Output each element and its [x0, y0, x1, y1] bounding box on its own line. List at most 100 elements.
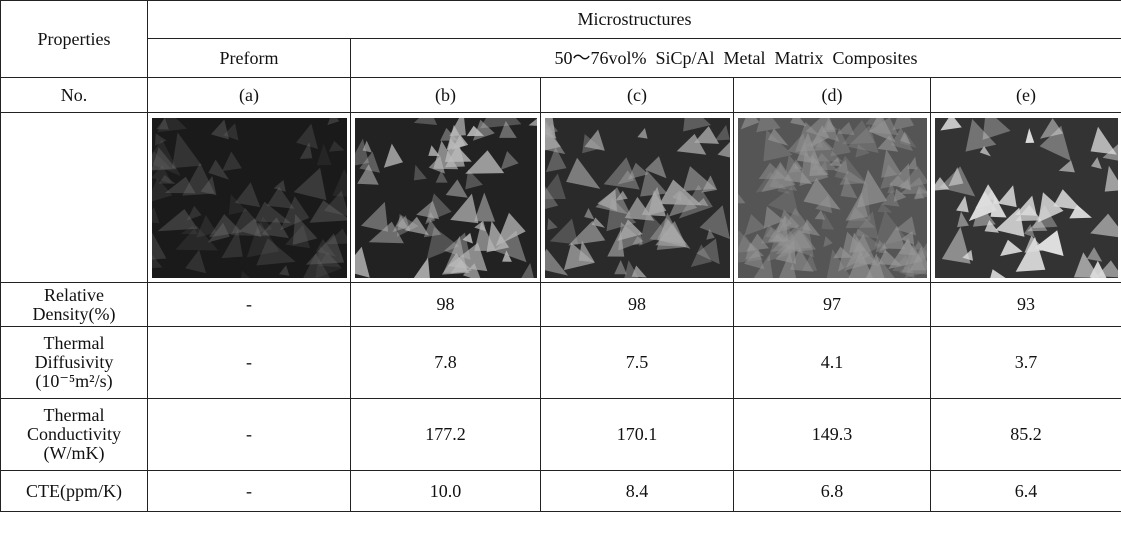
grain — [898, 262, 915, 278]
grain — [865, 252, 884, 278]
grain — [774, 239, 796, 264]
grain — [700, 174, 717, 193]
value-text: 177.2 — [425, 424, 466, 444]
grain — [613, 259, 627, 274]
grain — [151, 254, 162, 268]
data-row: CTE(ppm/K) - 10.0 8.4 6.8 6.4 — [0, 470, 1121, 512]
grain — [955, 195, 969, 212]
grain — [254, 216, 272, 234]
grain — [184, 249, 206, 273]
grain — [854, 143, 870, 158]
grain — [261, 216, 289, 238]
grain — [982, 117, 1011, 140]
value-cell: 8.4 — [540, 470, 734, 512]
header-text: Preform — [219, 47, 279, 68]
row-label-text: Relative — [44, 284, 104, 305]
image-cell — [540, 112, 734, 283]
grain — [266, 186, 294, 209]
grain — [151, 147, 176, 170]
grain — [881, 189, 899, 207]
grain — [880, 148, 902, 178]
row-label: CTE(ppm/K) — [0, 470, 148, 512]
grain — [893, 188, 906, 202]
grain — [989, 268, 1006, 278]
value-cell: 177.2 — [350, 398, 541, 471]
grain — [404, 216, 429, 235]
grain — [1033, 229, 1064, 256]
grain — [789, 247, 814, 272]
grain — [1014, 195, 1037, 216]
grain — [1090, 156, 1102, 169]
grain — [836, 121, 855, 135]
grain — [360, 201, 388, 232]
grain — [794, 121, 834, 152]
grain — [617, 169, 635, 185]
grain — [901, 243, 927, 275]
grain — [785, 207, 812, 231]
grain — [396, 214, 410, 232]
grain — [479, 117, 521, 128]
value-cell: - — [147, 326, 351, 399]
grain — [200, 175, 216, 195]
value-text: 93 — [1017, 294, 1036, 314]
value-text: 170.1 — [616, 424, 658, 444]
data-row: Thermal Conductivity (W/mK) - 177.2 170.1 149.… — [0, 398, 1121, 471]
value-cell: 7.5 — [540, 326, 734, 399]
grain — [755, 117, 780, 132]
grain — [358, 151, 380, 173]
grain — [446, 124, 465, 150]
grain — [763, 205, 784, 228]
grain — [789, 117, 807, 126]
row-label-text: No. — [60, 84, 88, 105]
grain — [1058, 159, 1075, 172]
grain — [545, 146, 566, 172]
grain — [656, 218, 690, 249]
grain — [362, 140, 372, 152]
grain — [800, 218, 820, 236]
row-label: Relative Density(%) — [0, 282, 148, 327]
grain — [1015, 236, 1045, 272]
grain — [638, 210, 669, 246]
data-row: Thermal Diffusivity (10⁻⁵m²/s) - 7.8 7.5 4.1 3.… — [0, 326, 1121, 399]
grain — [181, 162, 215, 196]
value-text: 98 — [436, 294, 455, 314]
grain — [284, 224, 310, 248]
grain — [424, 211, 435, 224]
header-cell: 50～76vol% SiCp/Al Metal Matrix Composite… — [349, 38, 1121, 78]
grain — [979, 145, 991, 156]
sample-label: (a) — [239, 84, 259, 105]
grain — [157, 208, 198, 231]
row-label-text: Density(%) — [32, 303, 116, 324]
grain — [305, 233, 344, 265]
grain — [392, 214, 408, 232]
grain — [171, 131, 202, 168]
grain — [279, 195, 309, 230]
grain — [207, 222, 230, 242]
grain — [627, 162, 648, 179]
sample-cell: (b) — [350, 77, 541, 113]
grain — [473, 192, 495, 222]
value-text: - — [246, 480, 252, 501]
grain — [682, 117, 711, 131]
grain — [807, 138, 843, 162]
grain — [753, 253, 773, 278]
grain — [295, 123, 318, 149]
grain — [520, 262, 534, 278]
grain — [278, 264, 289, 276]
grain — [796, 132, 820, 164]
grain — [793, 158, 803, 169]
grain — [325, 228, 347, 244]
grain — [544, 126, 561, 150]
grain — [328, 140, 344, 152]
grain — [803, 177, 840, 210]
sample-label: (d) — [821, 84, 843, 105]
grain — [755, 170, 782, 193]
grain — [1023, 223, 1035, 237]
grain — [156, 117, 187, 132]
grain — [584, 129, 605, 151]
grain — [676, 133, 706, 155]
grain — [544, 173, 566, 199]
grain — [565, 157, 600, 189]
header-text: Microstructures — [577, 9, 692, 29]
sample-label: (b) — [435, 84, 456, 105]
